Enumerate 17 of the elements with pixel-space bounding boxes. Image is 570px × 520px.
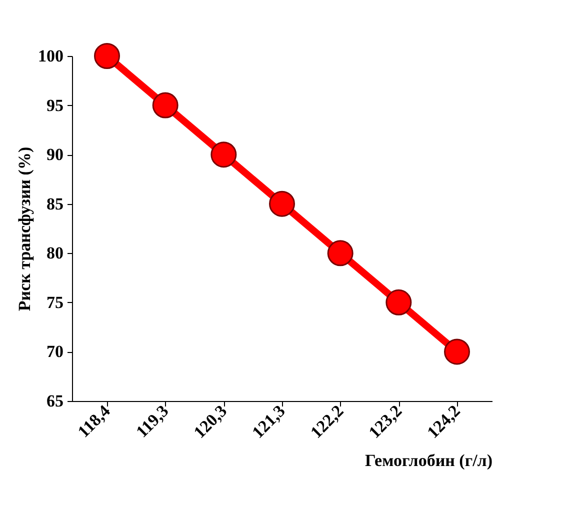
point [152,92,178,118]
y-tick-label: 95 [46,96,64,115]
point [444,338,470,365]
point [94,43,120,69]
y-tick-label: 70 [46,342,64,362]
point [210,142,237,168]
x-axis-title: Гемоглобин (г/л) [365,451,492,470]
y-tick-label: 75 [46,292,64,312]
y-tick-label: 80 [46,244,64,263]
point [269,190,295,217]
point [386,289,412,316]
y-axis-title: Риск трансфузии (%) [15,146,34,312]
point [327,240,354,266]
y-tick-label: 85 [46,194,64,214]
y-tick-label: 65 [46,392,64,410]
y-tick-label: 100 [38,46,64,66]
y-tick-label: 90 [46,145,64,164]
